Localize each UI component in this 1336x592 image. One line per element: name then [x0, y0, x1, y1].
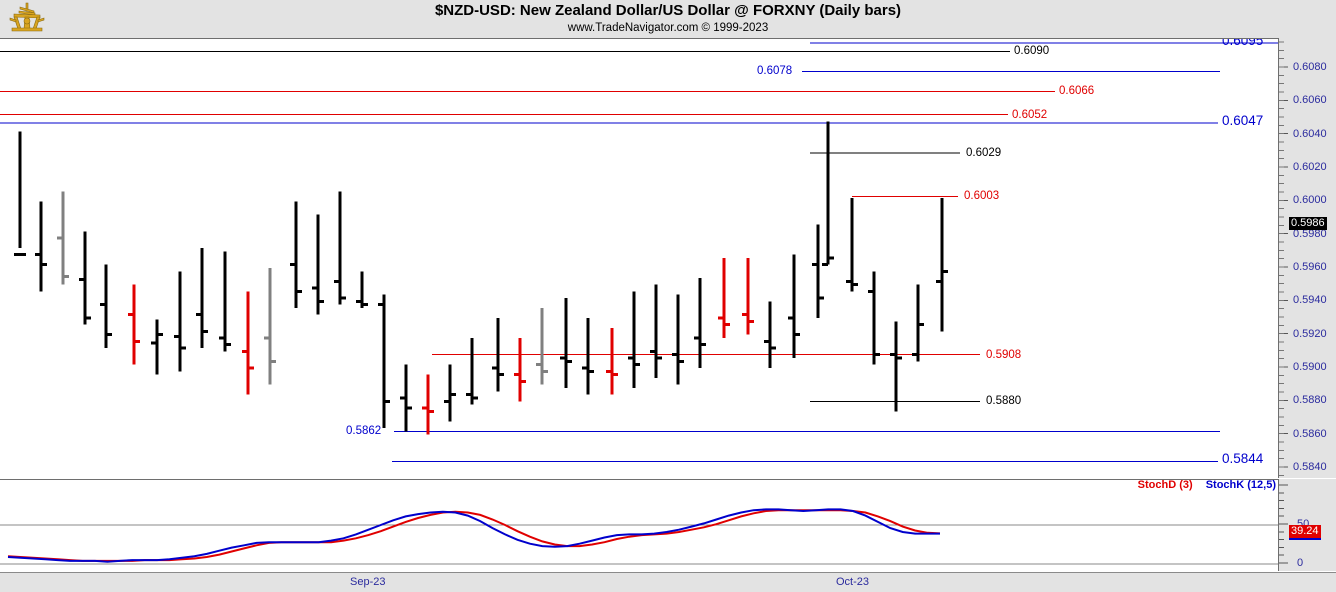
- stochastic-pane[interactable]: [0, 479, 1278, 573]
- last-price-badge: 0.5986: [1289, 216, 1327, 230]
- ohlc-bar: [196, 248, 208, 348]
- price-axis-tick-label: 0.5840: [1293, 461, 1327, 473]
- ohlc-bar: [242, 291, 254, 395]
- price-axis-tick-label: 0.6020: [1293, 161, 1327, 173]
- ohlc-bar: [912, 284, 924, 362]
- ohlc-bar: [742, 258, 754, 335]
- ohlc-bar: [868, 271, 880, 365]
- chart-subtitle: www.TradeNavigator.com © 1999-2023: [567, 22, 769, 34]
- ohlc-bar: [334, 191, 346, 305]
- ohlc-bar: [560, 298, 572, 388]
- stochastic-axis-label-0: 0: [1297, 557, 1304, 569]
- ohlc-bar: [174, 271, 186, 372]
- ohlc-bar: [466, 338, 478, 405]
- date-axis-label-sep: Sep-23: [350, 576, 386, 588]
- ohlc-bar: [822, 121, 834, 267]
- ohlc-bar: [890, 321, 902, 412]
- ohlc-bar: [718, 258, 730, 338]
- price-axis-tick-label: 0.5920: [1293, 327, 1327, 340]
- ohlc-bar: [100, 264, 112, 348]
- ohlc-bar: [536, 308, 548, 385]
- price-line-label: 0.6066: [1059, 85, 1095, 98]
- ohlc-bar: [606, 328, 618, 395]
- stochd-legend-label: StochD (3): [1137, 479, 1193, 491]
- price-chart-canvas: [0, 42, 1278, 462]
- ohlc-bar: [422, 374, 434, 435]
- price-axis-ticks: [1279, 41, 1288, 476]
- price-line-label: 0.6029: [966, 147, 1002, 159]
- ohlc-bar: [128, 284, 140, 365]
- stochastic-axis[interactable]: 50 0 39.24: [1278, 479, 1336, 571]
- ohlc-bar: [290, 201, 302, 308]
- ohlc-bar: [79, 231, 91, 325]
- price-line-label: 0.6047: [1222, 113, 1264, 128]
- ohlc-bar: [492, 318, 504, 392]
- ohlc-bar: [812, 224, 824, 318]
- price-axis-tick-label: 0.6060: [1293, 94, 1327, 107]
- price-axis-tick-label: 0.6040: [1293, 127, 1327, 140]
- ohlc-bar: [444, 364, 456, 422]
- price-axis-tick-label: 0.5980: [1293, 227, 1327, 240]
- price-line-label: 0.5908: [986, 348, 1022, 361]
- tradenavigator-logo-icon: [6, 1, 48, 37]
- price-chart-pane[interactable]: 0.6095 0.6090 0.6078 0.6066 0.6052 0.6047 0.60…: [0, 38, 1278, 480]
- price-line-label: 0.5844: [1222, 451, 1264, 467]
- ohlc-bar: [356, 271, 368, 308]
- stochastic-value-badge: 39.24: [1289, 525, 1321, 541]
- ohlc-bar: [650, 284, 662, 378]
- stochastic-legend: StochD (3) StochK (12,5): [1138, 479, 1276, 491]
- date-axis[interactable]: Sep-23 Oct-23: [0, 572, 1336, 592]
- ohlc-bar: [219, 251, 231, 352]
- price-axis-tick-label: 0.5960: [1293, 261, 1327, 273]
- ohlc-bar: [264, 268, 276, 385]
- price-line-label: 0.6003: [964, 190, 1000, 203]
- price-line-label: 0.5880: [986, 395, 1022, 408]
- ohlc-bar: [582, 318, 594, 395]
- chart-title: $NZD-USD: New Zealand Dollar/US Dollar @…: [434, 2, 902, 19]
- price-axis-tick-label: 0.5880: [1293, 394, 1327, 407]
- ohlc-bar: [764, 301, 776, 368]
- price-axis[interactable]: 0.6080 0.6060 0.6040 0.6020 0.6000 0.5980 0.59…: [1278, 38, 1336, 478]
- price-line-label: 0.6052: [1012, 108, 1048, 121]
- price-line-label: 0.5862: [346, 425, 382, 438]
- price-axis-tick-label: 0.6000: [1293, 194, 1327, 207]
- ohlc-bar: [514, 338, 526, 402]
- stochastic-axis-ticks: [1279, 484, 1288, 564]
- ohlc-bar: [35, 201, 47, 292]
- chart-header: $NZD-USD: New Zealand Dollar/US Dollar @…: [0, 0, 1336, 39]
- stochk-legend-label: StochK (12,5): [1205, 479, 1276, 491]
- price-axis-tick-label: 0.5900: [1293, 361, 1327, 373]
- price-axis-tick-label: 0.5940: [1293, 294, 1327, 307]
- ohlc-bar: [378, 294, 390, 428]
- ohlc-bar: [14, 131, 26, 257]
- price-line-label: 0.6095: [1222, 38, 1264, 48]
- ohlc-bar: [628, 291, 640, 388]
- ohlc-bar: [57, 191, 69, 285]
- ohlc-bar: [936, 198, 948, 332]
- ohlc-bar: [694, 278, 706, 368]
- stochastic-canvas: [0, 508, 1278, 565]
- price-line-label: 0.6090: [1014, 45, 1050, 58]
- ohlc-bar: [672, 294, 684, 385]
- price-axis-tick-label: 0.6080: [1293, 61, 1327, 73]
- price-line-label: 0.6078: [757, 65, 793, 78]
- ohlc-bar: [400, 364, 412, 432]
- ohlc-bar: [788, 254, 800, 358]
- ohlc-bar: [846, 198, 858, 292]
- price-axis-tick-label: 0.5860: [1293, 427, 1327, 440]
- date-axis-label-oct: Oct-23: [836, 576, 870, 588]
- ohlc-bar: [312, 214, 324, 315]
- ohlc-bar: [151, 319, 163, 375]
